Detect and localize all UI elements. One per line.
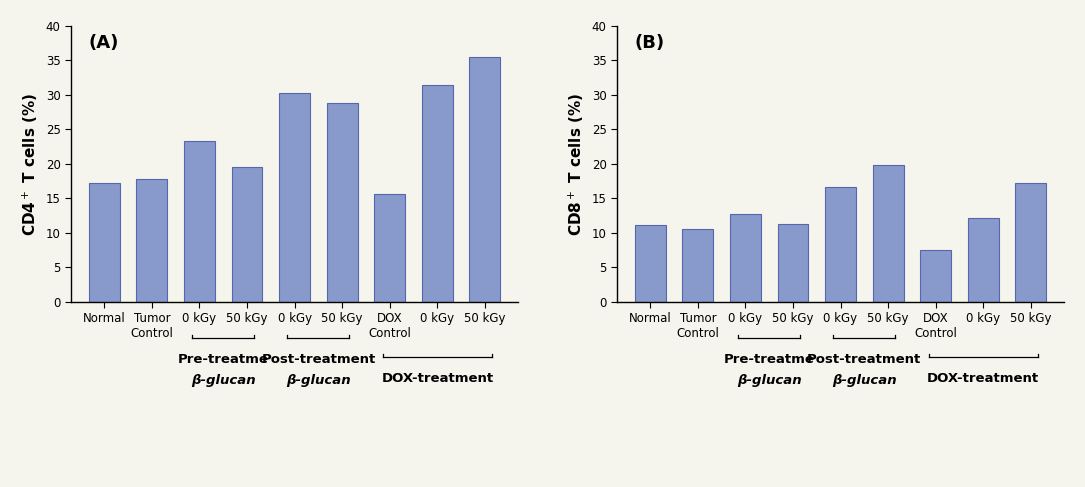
Bar bbox=[730, 214, 761, 302]
Bar bbox=[1016, 183, 1046, 302]
Text: (B): (B) bbox=[635, 34, 665, 52]
Text: Post-treatment: Post-treatment bbox=[807, 353, 921, 366]
Bar bbox=[920, 250, 952, 302]
Text: β-glucan: β-glucan bbox=[191, 374, 256, 387]
Text: DOX-treatment: DOX-treatment bbox=[381, 373, 494, 385]
Text: β-glucan: β-glucan bbox=[286, 374, 350, 387]
Y-axis label: CD8$^+$ T cells (%): CD8$^+$ T cells (%) bbox=[566, 92, 586, 236]
Bar bbox=[137, 179, 167, 302]
Text: (A): (A) bbox=[89, 34, 119, 52]
Bar bbox=[470, 57, 500, 302]
Bar bbox=[872, 165, 904, 302]
Bar bbox=[968, 218, 999, 302]
Bar bbox=[327, 103, 358, 302]
Bar bbox=[422, 85, 452, 302]
Bar bbox=[374, 194, 405, 302]
Text: Pre-treatme: Pre-treatme bbox=[178, 353, 269, 366]
Text: Pre-treatme: Pre-treatme bbox=[724, 353, 815, 366]
Text: β-glucan: β-glucan bbox=[737, 374, 802, 387]
Bar bbox=[231, 168, 263, 302]
Bar bbox=[635, 225, 666, 302]
Bar bbox=[279, 93, 310, 302]
Text: Post-treatment: Post-treatment bbox=[261, 353, 375, 366]
Bar bbox=[825, 187, 856, 302]
Bar bbox=[682, 229, 713, 302]
Bar bbox=[184, 141, 215, 302]
Bar bbox=[778, 224, 808, 302]
Y-axis label: CD4$^+$ T cells (%): CD4$^+$ T cells (%) bbox=[21, 92, 40, 236]
Text: β-glucan: β-glucan bbox=[832, 374, 896, 387]
Text: DOX-treatment: DOX-treatment bbox=[928, 373, 1039, 385]
Bar bbox=[89, 183, 119, 302]
